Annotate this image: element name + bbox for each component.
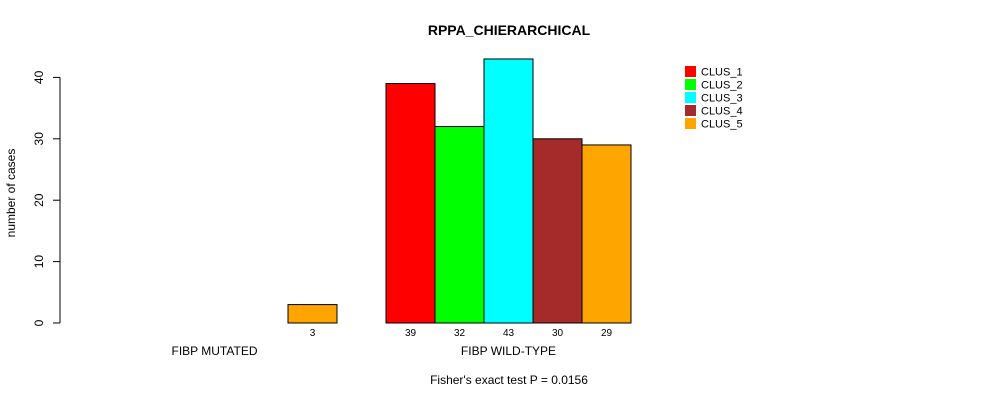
y-tick-label: 10 — [32, 255, 46, 269]
count-label: 30 — [552, 328, 564, 339]
y-axis: 0 10 20 30 40 — [32, 70, 61, 326]
group-labels: FIBP MUTATED FIBP WILD-TYPE — [171, 344, 556, 358]
legend-label: CLUS_3 — [701, 93, 743, 105]
bar-clus-3 — [483, 58, 534, 324]
legend-swatch — [685, 66, 696, 77]
group-label: FIBP MUTATED — [171, 344, 257, 358]
count-label: 29 — [601, 328, 613, 339]
count-label: 32 — [454, 328, 466, 339]
bar-clus-5 — [581, 144, 632, 324]
legend-swatch — [685, 92, 696, 103]
bar-clus-5 — [287, 304, 338, 324]
legend-label: CLUS_1 — [701, 67, 743, 79]
group-label: FIBP WILD-TYPE — [461, 344, 556, 358]
y-tick-label: 30 — [32, 132, 46, 146]
bar-clus-2 — [434, 126, 485, 324]
legend-swatch — [685, 118, 696, 129]
count-label: 39 — [405, 328, 417, 339]
legend-label: CLUS_4 — [701, 106, 743, 118]
y-tick-label: 40 — [32, 70, 46, 84]
fisher-test-footnote: Fisher's exact test P = 0.0156 — [430, 373, 588, 387]
bar-clus-1 — [385, 83, 436, 324]
count-label: 3 — [310, 328, 316, 339]
y-tick-label: 20 — [32, 193, 46, 207]
chart-title: RPPA_CHIERARCHICAL — [428, 22, 591, 38]
y-tick-label: 0 — [32, 319, 46, 326]
count-labels: 3 39 32 43 30 29 — [310, 328, 613, 339]
bars — [287, 58, 632, 324]
y-axis-label: number of cases — [4, 149, 18, 238]
bar-clus-4 — [532, 138, 583, 324]
legend-swatch — [685, 105, 696, 116]
legend-label: CLUS_5 — [701, 119, 743, 131]
count-label: 43 — [503, 328, 515, 339]
legend-label: CLUS_2 — [701, 80, 743, 92]
legend-swatch — [685, 79, 696, 90]
